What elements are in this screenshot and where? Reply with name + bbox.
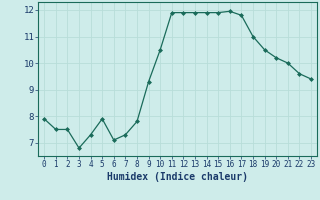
X-axis label: Humidex (Indice chaleur): Humidex (Indice chaleur) [107,172,248,182]
